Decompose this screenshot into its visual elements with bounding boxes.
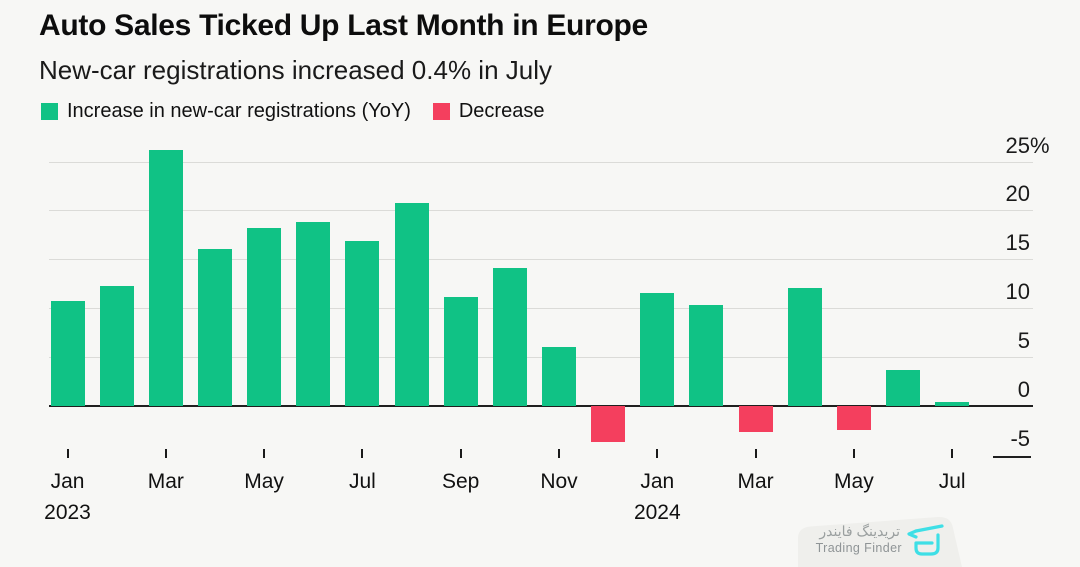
watermark: تریدینگ فایندر Trading Finder [788, 516, 968, 567]
y-axis-label-20: 20 [1005, 181, 1030, 207]
bar-may-2024 [836, 406, 871, 431]
x-axis-label-mar: Mar [147, 470, 184, 493]
increase-swatch-icon [41, 103, 58, 120]
watermark-brand-farsi: تریدینگ فایندر [819, 523, 900, 539]
minus5-axis-stub [993, 455, 1031, 458]
bar-jan-2024 [640, 292, 675, 406]
x-axis-label-nov: Nov [540, 470, 578, 493]
bar-jul-2024 [935, 402, 970, 406]
y-axis-label--5: -5 [1010, 425, 1030, 451]
x-axis-label-jan2024: Jan [640, 470, 675, 493]
chart-title: Auto Sales Ticked Up Last Month in Europ… [39, 9, 648, 42]
x-tick-jan2023 [66, 449, 69, 458]
x-axis-label-may: May [244, 470, 284, 493]
bar-may-2023 [247, 228, 282, 406]
x-tick-jul [951, 449, 954, 458]
bar-apr-2023 [197, 248, 232, 406]
gridline-10 [49, 308, 1033, 310]
y-axis-label-5: 5 [1017, 328, 1030, 354]
bar-aug-2023 [394, 202, 429, 406]
gridline-15 [49, 259, 1033, 261]
x-tick-jul [361, 449, 364, 458]
watermark-brand-english: Trading Finder [815, 541, 902, 555]
x-tick-jan2024 [656, 449, 659, 458]
year-label-2023: 2023 [44, 501, 91, 524]
bar-dec-2023 [591, 406, 626, 443]
x-axis-label-jul: Jul [348, 470, 376, 493]
bar-sep-2023 [443, 297, 478, 406]
gridline-25 [49, 161, 1033, 163]
bar-mar-2024 [738, 406, 773, 433]
x-tick-mar [164, 449, 167, 458]
bar-feb-2023 [99, 285, 134, 406]
x-axis-label-jul: Jul [938, 470, 966, 493]
year-label-2024: 2024 [633, 501, 681, 524]
legend-item-increase: Increase in new-car registrations (YoY) [41, 100, 411, 123]
x-axis-label-jan2023: Jan [50, 470, 85, 493]
x-axis-label-mar: Mar [737, 470, 774, 493]
gridline-5 [49, 357, 1033, 359]
x-tick-may [263, 449, 266, 458]
bar-jan-2023 [50, 301, 85, 406]
x-axis-label-may: May [834, 470, 874, 493]
legend-label: Increase in new-car registrations (YoY) [67, 100, 411, 122]
chart-subtitle: New-car registrations increased 0.4% in … [39, 55, 552, 85]
legend-item-decrease: Decrease [432, 100, 545, 123]
x-tick-mar [754, 449, 757, 458]
decrease-swatch-icon [432, 103, 450, 120]
x-tick-may [852, 449, 855, 458]
bar-jun-2024 [886, 369, 921, 406]
bar-oct-2023 [492, 268, 527, 406]
y-axis-label-0: 0 [1017, 377, 1030, 402]
y-axis-label-10: 10 [1005, 279, 1030, 305]
trading-finder-logo-icon [907, 524, 944, 556]
x-tick-nov [558, 449, 560, 458]
percent-sign: % [1030, 132, 1050, 158]
bar-apr-2024 [787, 287, 822, 406]
x-tick-sep [459, 449, 462, 458]
bar-feb-2024 [689, 305, 724, 406]
y-axis-label-25: 25% [1005, 132, 1050, 158]
legend-label: Decrease [458, 100, 545, 122]
y-axis-label-15: 15 [1005, 230, 1030, 256]
bar-nov-2023 [542, 347, 576, 406]
bar-jun-2023 [296, 222, 331, 406]
x-axis-label-sep: Sep [442, 470, 480, 493]
bar-mar-2023 [148, 149, 183, 406]
zero-axis-line [49, 405, 1033, 407]
gridline-20 [49, 210, 1033, 212]
bar-jul-2023 [345, 240, 380, 406]
legend: Increase in new-car registrations (YoY) D… [41, 100, 544, 123]
